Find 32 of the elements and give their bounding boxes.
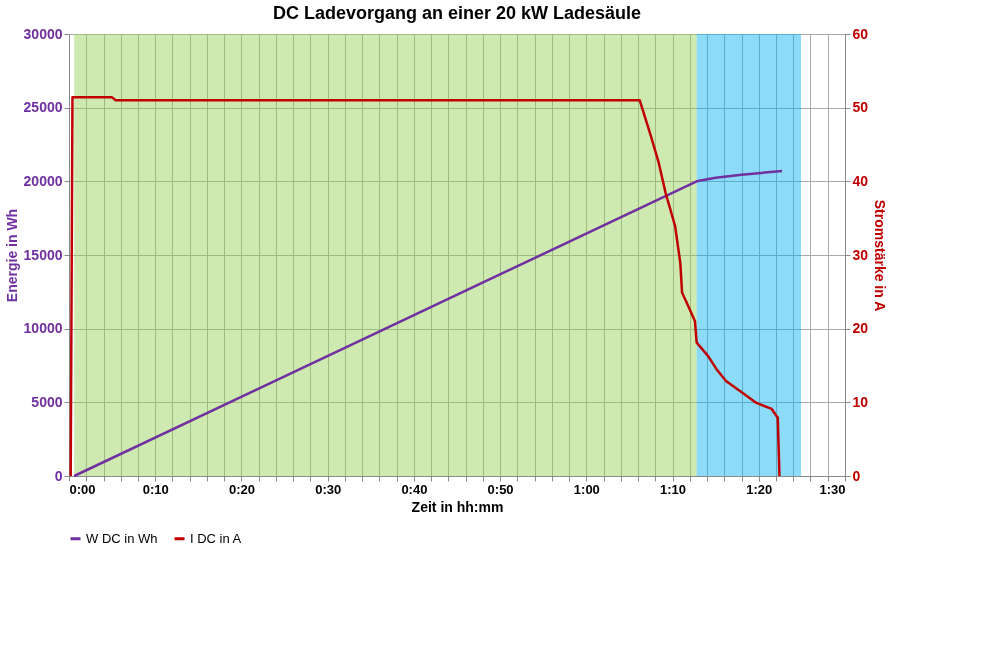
- y-tick-label: 30000: [23, 25, 63, 42]
- x-axis-title: Zeit in hh:mm: [411, 498, 504, 515]
- y-tick-label: 25000: [23, 99, 63, 116]
- y-tick-label: 20000: [23, 172, 63, 189]
- x-tick-label: 0:10: [142, 481, 169, 497]
- line-series: [72, 169, 784, 478]
- y-tick-label: 0: [54, 467, 63, 484]
- y-tick-label: 15000: [23, 246, 63, 263]
- line-series: [69, 96, 781, 478]
- y-tick-label: 5000: [31, 393, 63, 410]
- y2-axis-title: Stromstärke in A: [872, 199, 889, 312]
- x-tick-label: 0:40: [401, 481, 428, 497]
- x-tick-label: 0:50: [487, 481, 514, 497]
- x-tick-label: 1:00: [573, 481, 600, 497]
- y2-tick-label: 50: [852, 99, 869, 116]
- chart-title: DC Ladevorgang an einer 20 kW Ladesäule: [272, 3, 642, 23]
- legend-label: W DC in Wh: [86, 530, 158, 546]
- x-tick-label: 1:10: [660, 481, 687, 497]
- legend-label: I DC in A: [190, 530, 242, 546]
- y2-tick-label: 0: [852, 467, 861, 484]
- y2-tick-label: 60: [852, 25, 869, 42]
- y2-tick-label: 20: [852, 320, 869, 337]
- y2-tick-label: 10: [852, 393, 869, 410]
- y-axis-title: Energie in Wh: [3, 208, 20, 303]
- x-tick-label: 0:20: [228, 481, 255, 497]
- y2-tick-label: 30: [852, 246, 869, 263]
- x-tick-label: 0:00: [69, 481, 96, 497]
- y2-tick-label: 40: [852, 172, 869, 189]
- x-tick-label: 0:30: [315, 481, 342, 497]
- x-tick-label: 1:30: [819, 481, 846, 497]
- y-tick-label: 10000: [23, 320, 63, 337]
- x-tick-label: 1:20: [746, 481, 773, 497]
